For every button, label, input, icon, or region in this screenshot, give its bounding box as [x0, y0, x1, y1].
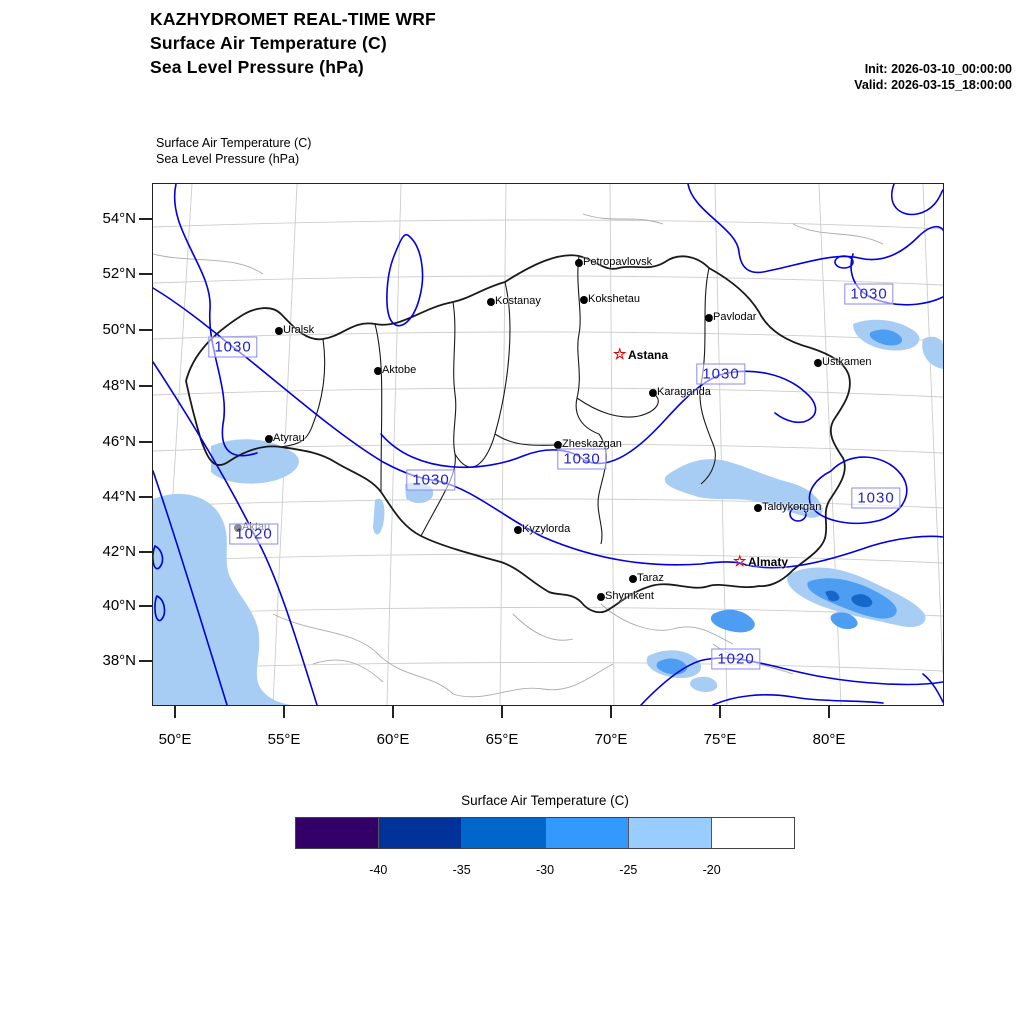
city-dot-marker: [487, 298, 495, 306]
colorbar-tick-label: -20: [702, 863, 721, 877]
legend-temperature: Surface Air Temperature (C): [156, 136, 312, 150]
colorbar-tick-label: -25: [619, 863, 638, 877]
city-label: Kokshetau: [588, 293, 640, 305]
lon-tick-mark: [392, 706, 394, 718]
city-dot-marker: [580, 296, 588, 304]
city-dot-marker: [629, 575, 637, 583]
lat-tick-mark: [139, 218, 152, 220]
city-label: Uralsk: [283, 324, 315, 336]
pressure-contour-label: 1020: [229, 523, 279, 545]
forecast-times: Init: 2026-03-10_00:00:00 Valid: 2026-03…: [854, 61, 1012, 93]
lon-tick-mark: [174, 706, 176, 718]
lon-tick-label: 55°E: [267, 731, 301, 748]
city-label: Aktobe: [382, 364, 417, 376]
lat-tick-mark: [139, 273, 152, 275]
lon-tick-label: 50°E: [158, 731, 192, 748]
city-dot-marker: [705, 314, 713, 322]
city-dot-marker: [814, 359, 822, 367]
city-label: Pavlodar: [713, 311, 757, 323]
colorbar-title: Surface Air Temperature (C): [461, 793, 629, 808]
lon-tick-mark: [719, 706, 721, 718]
lat-tick-label: 40°N: [102, 597, 136, 614]
city-label: Petropavlovsk: [583, 256, 653, 268]
lon-tick-label: 75°E: [703, 731, 737, 748]
city-label: Kyzylorda: [522, 523, 571, 535]
city-label: Ustkamen: [822, 356, 872, 368]
page-title: KAZHYDROMET REAL-TIME WRF Surface Air Te…: [150, 7, 436, 79]
city-label: Almaty: [748, 555, 789, 569]
title-variable-pressure: Sea Level Pressure (hPa): [150, 57, 364, 77]
colorbar-tick-label: -30: [535, 863, 555, 877]
city-dot-marker: [754, 504, 762, 512]
lat-tick-mark: [139, 551, 152, 553]
lat-tick-label: 46°N: [102, 433, 136, 450]
lat-tick-mark: [139, 441, 152, 443]
temperature-shading-layer: [153, 319, 943, 705]
lat-tick-label: 48°N: [102, 377, 136, 394]
city-label: Astana: [628, 348, 669, 362]
lon-tick-label: 70°E: [594, 731, 628, 748]
pressure-contour-label: 1030: [406, 469, 456, 491]
colorbar-tick-label: -35: [452, 863, 471, 877]
city-label: Taraz: [637, 572, 664, 584]
city-label: Zheskazgan: [562, 438, 622, 450]
city-dot-marker: [554, 441, 562, 449]
lat-tick-mark: [139, 329, 152, 331]
colorbar-segment: [296, 818, 380, 848]
lat-tick-label: 54°N: [102, 210, 136, 227]
city-dot-marker: [514, 526, 522, 534]
lon-tick-mark: [610, 706, 612, 718]
pressure-contour-label: 1030: [851, 487, 901, 509]
capital-star-marker: ☆: [613, 346, 627, 363]
pressure-contour-label: 1030: [208, 336, 258, 358]
colorbar: [295, 817, 795, 849]
valid-time: Valid: 2026-03-15_18:00:00: [854, 78, 1012, 92]
lat-tick-mark: [139, 605, 152, 607]
city-label: Taldykorgan: [762, 501, 822, 513]
lon-tick-mark: [828, 706, 830, 718]
pressure-contour-label: 1030: [557, 448, 607, 470]
lon-tick-mark: [283, 706, 285, 718]
colorbar-segment: [628, 818, 712, 848]
colorbar-segment: [379, 818, 463, 848]
title-variable-temperature: Surface Air Temperature (C): [150, 33, 387, 53]
capital-star-marker: ☆: [733, 553, 747, 570]
pressure-contour-label: 1020: [711, 648, 761, 670]
pressure-contour-label: 1030: [696, 363, 746, 385]
city-label: Atyrau: [273, 432, 305, 444]
lat-tick-label: 44°N: [102, 488, 136, 505]
city-dot-marker: [649, 389, 657, 397]
lon-tick-label: 60°E: [376, 731, 410, 748]
colorbar-segment: [462, 818, 546, 848]
lat-tick-label: 38°N: [102, 652, 136, 669]
city-label: Shymkent: [605, 590, 654, 602]
city-dot-marker: [597, 593, 605, 601]
legend-pressure: Sea Level Pressure (hPa): [156, 152, 300, 166]
lon-tick-label: 65°E: [485, 731, 519, 748]
colorbar-segment: [545, 818, 629, 848]
map-canvas: [153, 184, 943, 705]
colorbar-segment: [711, 818, 795, 848]
lat-tick-mark: [139, 385, 152, 387]
title-model: KAZHYDROMET REAL-TIME WRF: [150, 9, 436, 29]
city-dot-marker: [275, 327, 283, 335]
city-label: Karaganda: [657, 386, 711, 398]
lat-tick-mark: [139, 496, 152, 498]
lon-tick-label: 80°E: [812, 731, 846, 748]
colorbar-tick-label: -40: [369, 863, 388, 877]
city-dot-marker: [374, 367, 382, 375]
pressure-contour-label: 1030: [844, 283, 894, 305]
lat-tick-mark: [139, 660, 152, 662]
lat-tick-label: 42°N: [102, 543, 136, 560]
city-dot-marker: [265, 435, 273, 443]
init-time: Init: 2026-03-10_00:00:00: [864, 62, 1012, 76]
map-frame: UralskAktobeAtyrauAktauKostanayPetropavl…: [152, 183, 944, 706]
lat-tick-label: 52°N: [102, 265, 136, 282]
map-variable-legend: Surface Air Temperature (C) Sea Level Pr…: [156, 135, 311, 167]
city-label: Kostanay: [495, 295, 541, 307]
city-dot-marker: [575, 259, 583, 267]
lon-tick-mark: [501, 706, 503, 718]
lat-tick-label: 50°N: [102, 321, 136, 338]
